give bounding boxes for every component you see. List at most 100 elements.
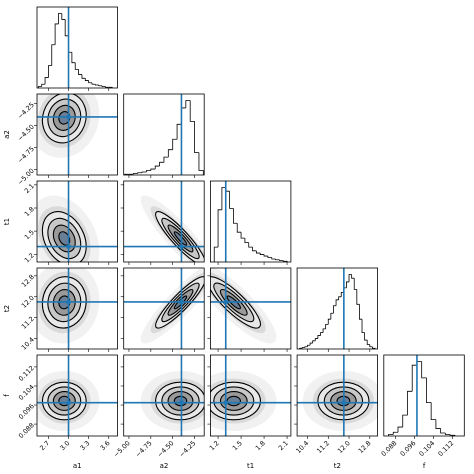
hist-step bbox=[314, 338, 318, 341]
hist-step bbox=[146, 170, 151, 173]
x-tick-label: 2.1 bbox=[277, 439, 290, 452]
hist-step bbox=[271, 257, 276, 260]
panel: 10.4 11.2 12.0 12.8 bbox=[294, 354, 379, 455]
panel: −5.00−4.75−4.50−4.25 bbox=[112, 354, 205, 459]
hist-step bbox=[312, 340, 316, 344]
hist-step bbox=[320, 332, 324, 336]
x-tick-label: 1.8 bbox=[254, 439, 267, 452]
x-tick-label: −5.00 bbox=[112, 439, 132, 459]
panel-frame bbox=[123, 93, 205, 176]
panel-content bbox=[388, 355, 456, 436]
truth-point bbox=[223, 400, 228, 405]
hist-step bbox=[351, 274, 355, 279]
truth-point bbox=[179, 244, 184, 249]
panel-frame bbox=[123, 354, 205, 437]
hist-step bbox=[440, 428, 446, 434]
y-tick-label: 0.104 bbox=[17, 383, 36, 402]
panel: 1.2 1.5 1.8 2.1 bbox=[207, 354, 292, 452]
panel-frame bbox=[209, 354, 292, 437]
x-tick-label: 0.104 bbox=[418, 439, 437, 458]
hist-step bbox=[444, 433, 451, 435]
x-tick-label: 10.4 bbox=[294, 439, 310, 455]
hist-step bbox=[221, 187, 226, 210]
panel-content bbox=[37, 268, 118, 349]
hist-step bbox=[327, 318, 331, 325]
hist-step bbox=[94, 84, 99, 86]
hist-step bbox=[330, 312, 334, 320]
x-tick-label: 3.3 bbox=[79, 439, 92, 452]
panel-content bbox=[37, 7, 113, 88]
y-tick-label: 0.088 bbox=[17, 421, 36, 440]
x-tick-label: 0.096 bbox=[399, 439, 418, 458]
hist-step bbox=[48, 65, 52, 78]
truth-point bbox=[179, 400, 184, 405]
panel-frame bbox=[36, 6, 118, 89]
panel-frame bbox=[209, 180, 292, 263]
panel bbox=[123, 93, 205, 178]
panel-content bbox=[123, 181, 205, 262]
panel-frame bbox=[36, 93, 118, 176]
x-axis-label: f bbox=[423, 462, 426, 470]
hist-step bbox=[397, 426, 403, 433]
hist-step bbox=[101, 85, 106, 87]
hist-step bbox=[304, 346, 308, 348]
y-tick-label: 1.8 bbox=[23, 205, 36, 218]
hist-step bbox=[44, 77, 49, 85]
hist-step bbox=[325, 324, 329, 329]
hist-step bbox=[248, 242, 253, 248]
hist-step bbox=[189, 100, 195, 122]
panel: 10.4 11.2 12.0 12.8 bbox=[20, 267, 118, 352]
hist-step bbox=[233, 208, 238, 224]
hist-step bbox=[317, 335, 321, 339]
hist-step bbox=[236, 223, 242, 233]
panel-content bbox=[123, 355, 205, 436]
hist-step bbox=[244, 238, 249, 244]
panel bbox=[36, 6, 118, 91]
hist-step bbox=[167, 149, 173, 158]
x-axis-label: t1 bbox=[247, 462, 254, 470]
hist-step bbox=[435, 419, 441, 429]
hist-step bbox=[392, 431, 399, 435]
y-tick-label: −4.25 bbox=[16, 101, 36, 121]
hist-step bbox=[84, 78, 89, 81]
panel-content bbox=[210, 268, 291, 349]
hist-step bbox=[411, 364, 417, 392]
panel-frame bbox=[296, 354, 379, 437]
hist-step bbox=[64, 19, 69, 37]
panel-frame bbox=[123, 180, 205, 263]
hist-step bbox=[88, 80, 93, 84]
hist-step bbox=[309, 342, 313, 346]
truth-point bbox=[66, 114, 71, 119]
y-tick-label: 0.096 bbox=[17, 402, 36, 421]
panel-frame bbox=[36, 354, 118, 437]
panel bbox=[209, 180, 292, 265]
hist-step bbox=[301, 347, 305, 349]
hist-step bbox=[335, 299, 339, 306]
truth-point bbox=[66, 299, 71, 304]
hist-step bbox=[51, 44, 56, 66]
panel-content bbox=[124, 94, 204, 175]
truth-point bbox=[179, 299, 184, 304]
panel bbox=[120, 180, 205, 265]
hist-step bbox=[54, 23, 59, 45]
hist-step bbox=[141, 171, 147, 173]
x-axis-label: a1 bbox=[73, 462, 82, 470]
truth-point bbox=[223, 299, 228, 304]
y-tick-label: −5.00 bbox=[16, 167, 36, 187]
hist-step bbox=[402, 414, 408, 428]
hist-step bbox=[353, 278, 357, 290]
hist-step bbox=[307, 344, 311, 347]
x-tick-label: −4.25 bbox=[178, 439, 198, 459]
hist-step bbox=[240, 232, 245, 239]
x-tick-label: 0.112 bbox=[436, 439, 455, 458]
x-tick-label: 1.2 bbox=[208, 439, 221, 452]
x-tick-label: 0.088 bbox=[380, 439, 399, 458]
x-tick-label: 3.0 bbox=[58, 439, 71, 452]
hist-step bbox=[421, 361, 427, 379]
panel-content bbox=[37, 94, 118, 175]
panel-content bbox=[37, 355, 118, 436]
panel: 1.2 1.5 1.8 2.1 bbox=[23, 180, 118, 265]
hist-step bbox=[322, 328, 326, 333]
